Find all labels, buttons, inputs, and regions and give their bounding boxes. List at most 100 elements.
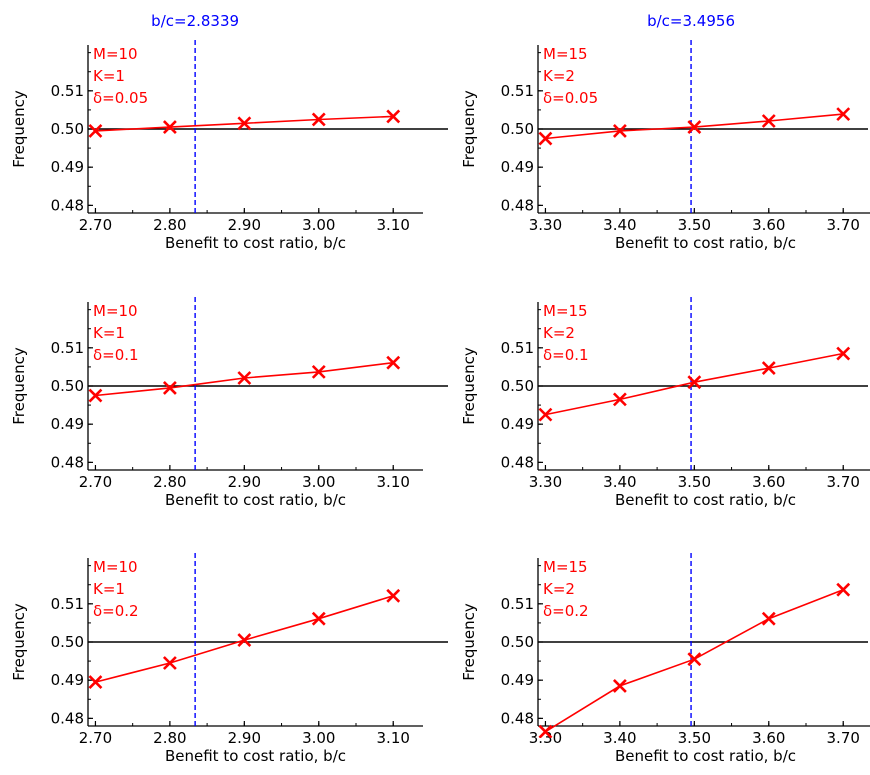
x-tick-label: 3.70 [827,729,860,747]
data-point-marker [386,355,401,370]
marker-stroke [162,120,177,135]
data-point-marker [836,582,851,597]
marker-stroke [311,112,326,127]
x-tick-label: 2.80 [153,473,186,491]
data-point-marker [612,392,627,407]
marker-stroke [687,375,702,390]
y-tick-label: 0.51 [51,82,84,100]
x-tick-label: 2.80 [153,729,186,747]
data-point-marker [88,675,103,690]
y-tick-label: 0.49 [501,671,534,689]
marker-stroke [538,724,553,738]
x-tick-label: 3.40 [603,473,636,491]
param-label: δ=0.05 [93,89,148,107]
marker-stroke [162,380,177,395]
y-tick-label: 0.51 [51,595,84,613]
x-tick-label: 2.90 [228,473,261,491]
marker-stroke [311,364,326,379]
param-label: δ=0.2 [543,602,589,620]
x-axis-label: Benefit to cost ratio, b/c [615,747,796,765]
marker-stroke [311,611,326,626]
y-tick-label: 0.50 [501,120,534,138]
marker-stroke [237,633,252,648]
data-point-marker [687,652,702,667]
chart-panel-4: 0.48 0.49 0.50 0.51 3.30 3.40 3.50 3.60 3.70 Bene… [460,297,870,509]
param-label: M=10 [93,558,138,576]
marker-stroke [88,675,103,690]
data-point-marker [162,656,177,670]
marker-stroke [836,346,851,361]
y-tick-label: 0.48 [51,196,84,214]
marker-stroke [386,588,401,603]
x-tick-label: 2.70 [79,473,112,491]
y-axis-label: Frequency [460,347,478,425]
x-tick-label: 3.30 [529,216,562,234]
data-point-marker [836,346,851,361]
y-axis-label: Frequency [10,90,28,168]
x-tick-label: 3.00 [302,729,335,747]
param-label: M=15 [543,45,588,63]
y-tick-label: 0.51 [501,82,534,100]
param-label: K=2 [543,580,575,598]
y-tick-label: 0.49 [51,158,84,176]
param-label: K=1 [93,580,125,598]
x-tick-label: 3.50 [678,729,711,747]
data-point-marker [538,131,553,146]
param-label: δ=0.1 [543,346,589,364]
series-group [88,109,401,138]
param-label: K=2 [543,67,575,85]
y-tick-label: 0.50 [51,120,84,138]
marker-stroke [612,678,627,693]
marker-stroke [386,109,401,124]
param-label: δ=0.2 [93,602,139,620]
y-tick-label: 0.50 [501,633,534,651]
series-group [538,346,851,422]
x-tick-label: 3.60 [752,729,785,747]
x-tick-label: 3.60 [752,473,785,491]
data-point-marker [612,123,627,138]
data-point-marker [761,114,776,128]
y-tick-label: 0.51 [501,339,534,357]
series-group [88,588,401,690]
marker-stroke [237,116,252,131]
y-tick-label: 0.48 [501,453,534,471]
x-axis-label: Benefit to cost ratio, b/c [165,234,346,252]
data-point-marker [687,120,702,135]
marker-stroke [687,652,702,667]
x-tick-label: 3.30 [529,473,562,491]
x-tick-label: 3.00 [302,216,335,234]
y-tick-label: 0.48 [51,709,84,727]
data-point-marker [162,380,177,395]
param-label: K=1 [93,67,125,85]
x-tick-label: 3.00 [302,473,335,491]
x-tick-label: 3.70 [827,473,860,491]
marker-stroke [612,123,627,138]
data-point-marker [88,123,103,138]
x-tick-label: 2.80 [153,216,186,234]
chart-panel-6: 0.48 0.49 0.50 0.51 3.30 3.40 3.50 3.60 3.70 Bene… [460,553,870,765]
marker-stroke [88,388,103,403]
marker-stroke [836,582,851,597]
y-tick-label: 0.50 [51,633,84,651]
x-axis-label: Benefit to cost ratio, b/c [615,234,796,252]
marker-stroke [88,123,103,138]
marker-stroke [761,611,776,626]
chart-panel-3: 0.48 0.49 0.50 0.51 2.70 2.80 2.90 3.00 3.10 Bene… [10,297,448,509]
x-tick-label: 3.70 [827,216,860,234]
y-axis-label: Frequency [460,90,478,168]
marker-stroke [687,120,702,135]
data-point-marker [311,112,326,127]
y-tick-label: 0.49 [51,415,84,433]
x-tick-label: 2.90 [228,729,261,747]
param-label: δ=0.05 [543,89,598,107]
threshold-label: b/c=2.8339 [151,12,239,30]
x-tick-label: 3.50 [678,216,711,234]
x-tick-label: 3.10 [377,473,410,491]
param-label: δ=0.1 [93,346,139,364]
data-point-marker [386,109,401,124]
data-point-marker [538,407,553,422]
series-group [538,107,851,146]
data-point-marker [237,633,252,648]
threshold-label: b/c=3.4956 [647,12,735,30]
